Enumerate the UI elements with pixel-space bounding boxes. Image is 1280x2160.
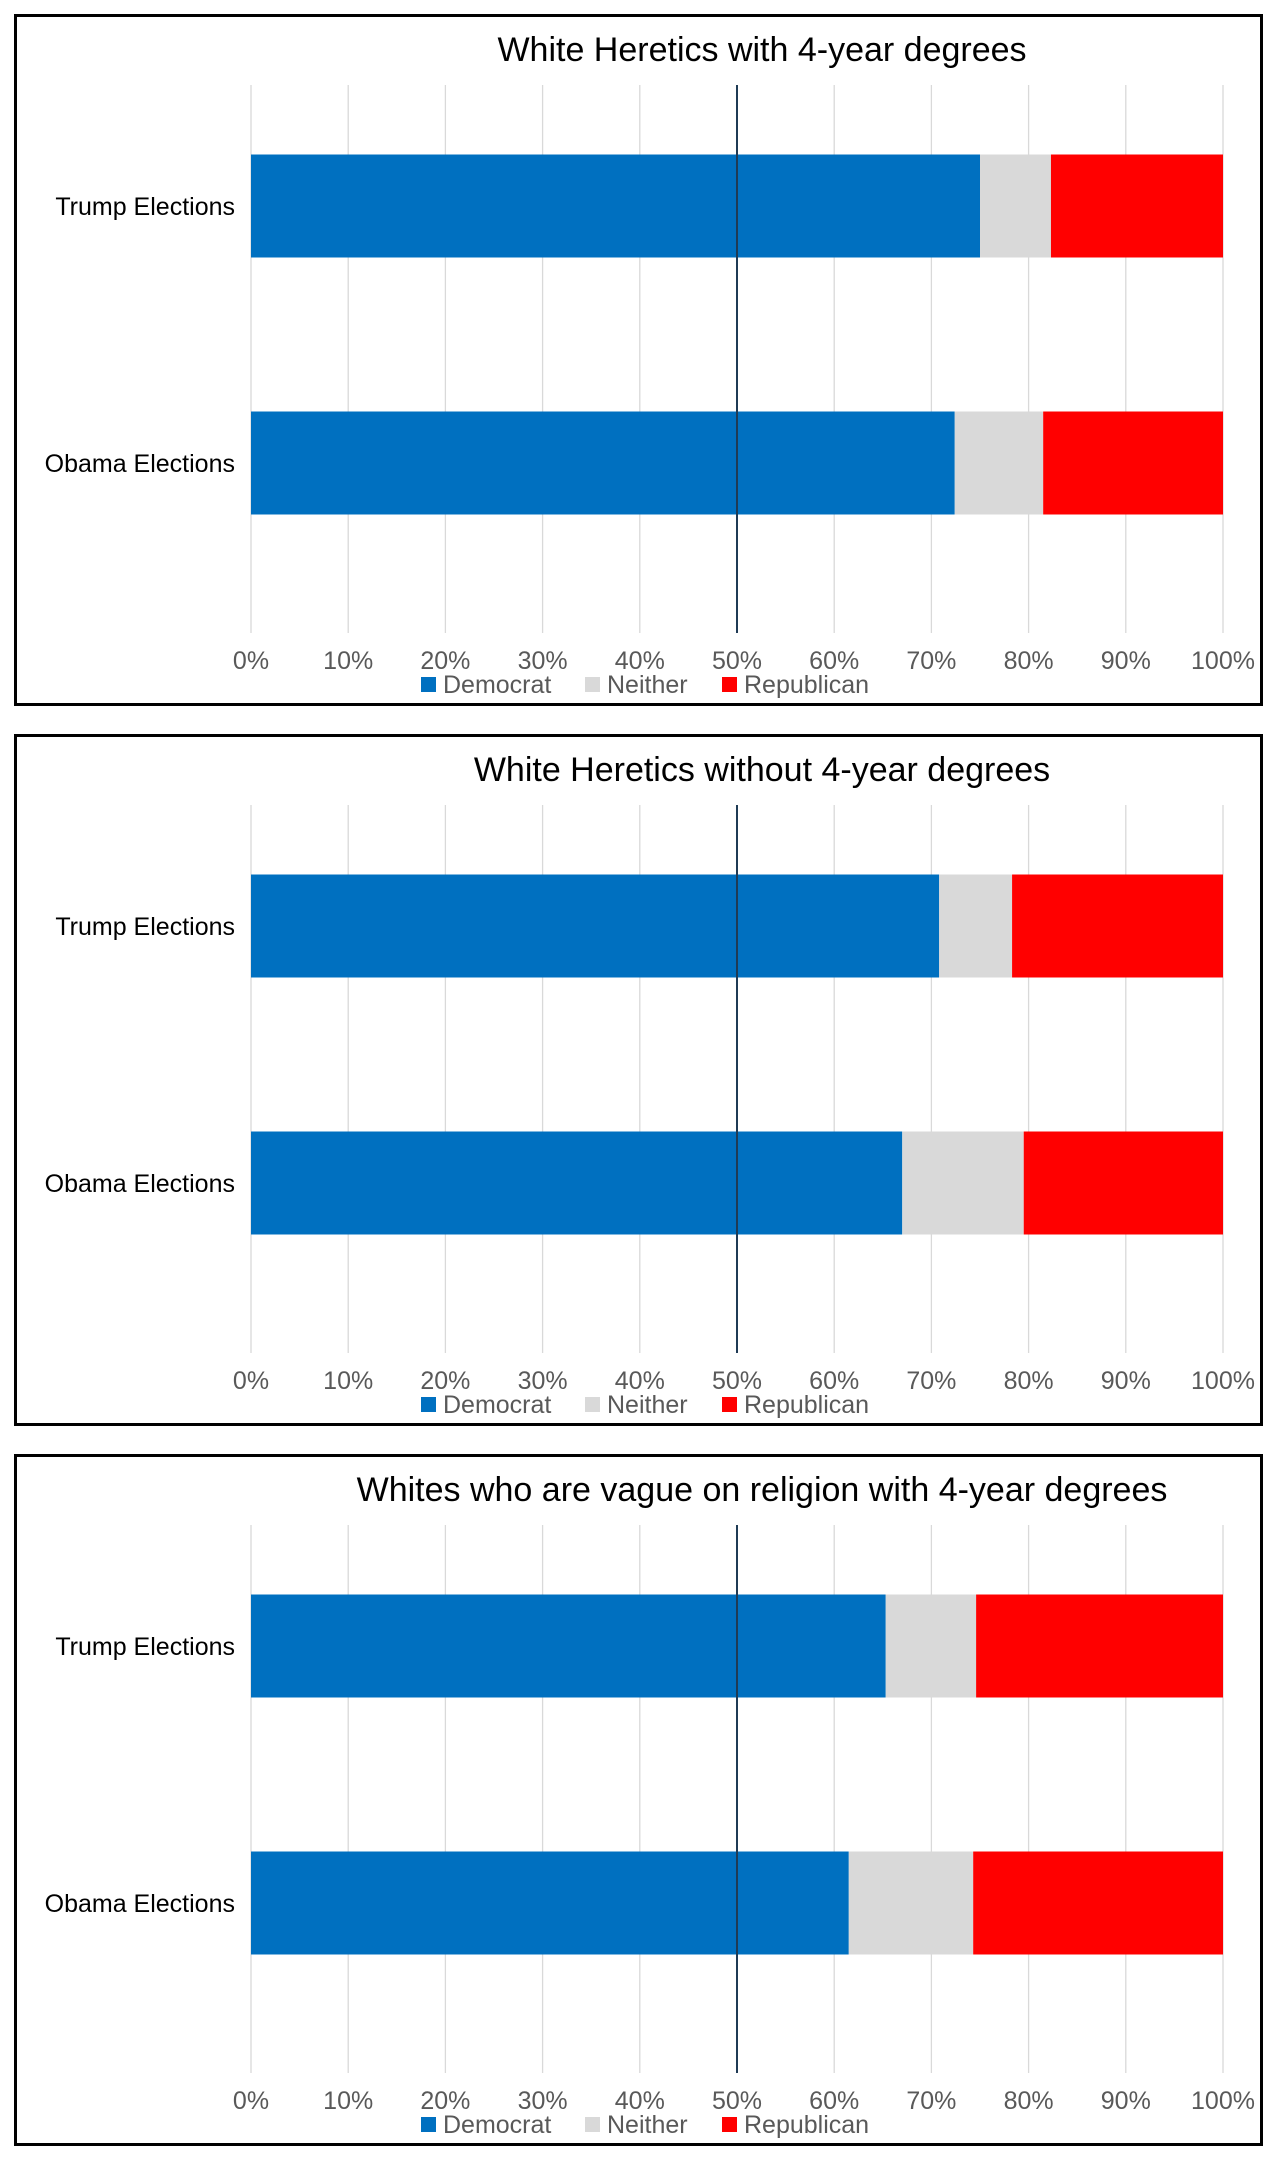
x-tick-label: 90% [1101, 1367, 1151, 1395]
x-tick-label: 0% [233, 647, 269, 675]
legend-swatch-democrat [421, 1397, 436, 1412]
legend-swatch-neither [585, 1397, 600, 1412]
bar-republican-obama-elections [1043, 411, 1223, 515]
chart-panel-1: White Heretics with 4-year degrees 0% 10% 2… [14, 14, 1263, 706]
bar-neither-trump-elections [885, 1594, 977, 1698]
bar-democrat-obama-elections [251, 1131, 903, 1235]
x-tick-label: 20% [420, 2087, 470, 2115]
bar-republican-obama-elections [1023, 1131, 1223, 1235]
category-label: Obama Elections [45, 1890, 235, 1918]
x-tick-label: 70% [906, 647, 956, 675]
legend-swatch-republican [722, 1397, 737, 1412]
chart-title: Whites who are vague on religion with 4-… [357, 1471, 1168, 1509]
bar-republican-trump-elections [1050, 154, 1223, 258]
x-tick-label: 20% [420, 1367, 470, 1395]
x-tick-label: 0% [233, 1367, 269, 1395]
bar-neither-trump-elections [939, 874, 1013, 978]
legend-label-democrat: Democrat [443, 2111, 551, 2139]
category-label: Trump Elections [55, 913, 235, 941]
x-tick-label: 80% [1004, 647, 1054, 675]
chart-title: White Heretics without 4-year degrees [474, 751, 1050, 789]
chart-1: White Heretics with 4-year degrees 0% 10% 2… [45, 31, 1255, 699]
legend-label-republican: Republican [744, 2111, 869, 2139]
legend-swatch-neither [585, 2117, 600, 2132]
x-tick-label: 100% [1191, 1367, 1255, 1395]
bar-democrat-trump-elections [251, 1594, 886, 1698]
x-tick-label: 40% [615, 2087, 665, 2115]
x-tick-label: 80% [1004, 2087, 1054, 2115]
legend-label-neither: Neither [607, 671, 688, 699]
category-label: Trump Elections [55, 193, 235, 221]
bar-neither-obama-elections [954, 411, 1044, 515]
x-tick-label: 50% [712, 2087, 762, 2115]
bar-neither-obama-elections [902, 1131, 1024, 1235]
bar-neither-obama-elections [848, 1851, 974, 1955]
legend-label-republican: Republican [744, 671, 869, 699]
x-tick-label: 10% [323, 647, 373, 675]
bar-democrat-obama-elections [251, 411, 955, 515]
chart-title: White Heretics with 4-year degrees [497, 31, 1026, 69]
legend-swatch-republican [722, 677, 737, 692]
category-label: Obama Elections [45, 450, 235, 478]
bar-republican-obama-elections [973, 1851, 1223, 1955]
x-tick-label: 50% [712, 1367, 762, 1395]
x-tick-label: 20% [420, 647, 470, 675]
chart-2: White Heretics without 4-year degrees 0% 1… [45, 751, 1255, 1419]
legend-swatch-democrat [421, 2117, 436, 2132]
x-tick-label: 10% [323, 1367, 373, 1395]
legend-swatch-democrat [421, 677, 436, 692]
category-label: Trump Elections [55, 1633, 235, 1661]
x-tick-label: 60% [809, 647, 859, 675]
x-tick-label: 90% [1101, 647, 1151, 675]
x-tick-label: 100% [1191, 2087, 1255, 2115]
chart-3: Whites who are vague on religion with 4-… [45, 1471, 1255, 2139]
x-tick-label: 70% [906, 2087, 956, 2115]
legend-label-democrat: Democrat [443, 671, 551, 699]
bar-neither-trump-elections [980, 154, 1051, 258]
legend-label-neither: Neither [607, 1391, 688, 1419]
x-tick-label: 80% [1004, 1367, 1054, 1395]
bar-democrat-trump-elections [251, 874, 940, 978]
x-tick-label: 30% [518, 647, 568, 675]
legend-label-republican: Republican [744, 1391, 869, 1419]
x-tick-label: 30% [518, 1367, 568, 1395]
legend-label-democrat: Democrat [443, 1391, 551, 1419]
x-tick-label: 40% [615, 647, 665, 675]
x-tick-label: 10% [323, 2087, 373, 2115]
category-label: Obama Elections [45, 1170, 235, 1198]
bar-republican-trump-elections [1012, 874, 1223, 978]
chart-panel-3: Whites who are vague on religion with 4-… [14, 1454, 1263, 2146]
x-tick-label: 50% [712, 647, 762, 675]
chart-panel-2: White Heretics without 4-year degrees 0% 1… [14, 734, 1263, 1426]
legend-swatch-neither [585, 677, 600, 692]
legend-label-neither: Neither [607, 2111, 688, 2139]
legend-swatch-republican [722, 2117, 737, 2132]
x-tick-label: 60% [809, 1367, 859, 1395]
x-tick-label: 60% [809, 2087, 859, 2115]
x-tick-label: 90% [1101, 2087, 1151, 2115]
x-tick-label: 40% [615, 1367, 665, 1395]
x-tick-label: 100% [1191, 647, 1255, 675]
x-tick-label: 0% [233, 2087, 269, 2115]
x-tick-label: 70% [906, 1367, 956, 1395]
bar-republican-trump-elections [976, 1594, 1223, 1698]
bar-democrat-trump-elections [251, 154, 980, 258]
bar-democrat-obama-elections [251, 1851, 849, 1955]
x-tick-label: 30% [518, 2087, 568, 2115]
